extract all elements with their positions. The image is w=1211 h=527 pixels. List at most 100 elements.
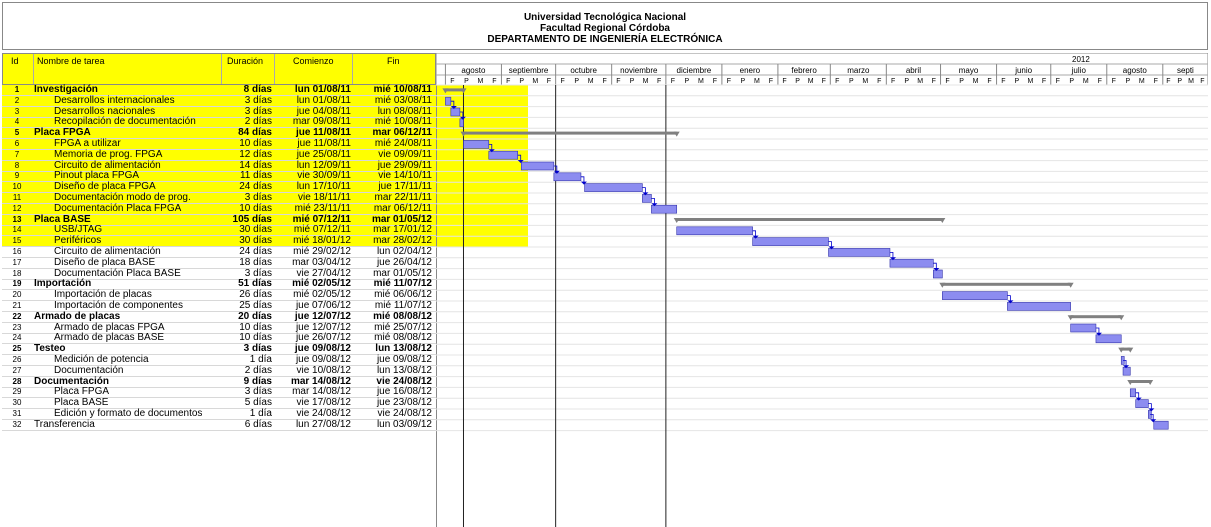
month-label: septi xyxy=(1177,66,1194,75)
task-row[interactable]: 15 Periféricos 30 días mié 18/01/12 mar 28/0… xyxy=(2,236,436,248)
summary-cap xyxy=(460,88,467,94)
task-name: Importación xyxy=(34,278,92,290)
task-finish: mié 10/08/11 xyxy=(374,116,432,128)
scale-letter: P xyxy=(1015,78,1020,85)
task-bar xyxy=(1007,302,1071,311)
scale-letter: F xyxy=(1098,78,1102,85)
month-label: agosto xyxy=(1123,66,1148,75)
department-title: DEPARTAMENTO DE INGENIERÍA ELECTRÓNICA xyxy=(487,34,723,45)
month-label: abril xyxy=(906,66,921,75)
task-row[interactable]: 30 Placa BASE 5 días vie 17/08/12 jue 23/08/… xyxy=(2,397,436,410)
task-row[interactable]: 32 Transferencia 6 días lun 27/08/12 lun 03/… xyxy=(2,419,436,431)
task-row[interactable]: 2 Desarrollos internacionales 3 días lun 01… xyxy=(2,94,436,107)
task-row[interactable]: 4 Recopilación de documentación 2 días mar … xyxy=(2,116,436,129)
task-row[interactable]: 18 Documentación Placa BASE 3 días vie 27/0… xyxy=(2,267,436,280)
task-row[interactable]: 19 Importación 51 días mié 02/05/12 mié 11/0… xyxy=(2,278,436,291)
month-label: junio xyxy=(1014,66,1032,75)
task-row[interactable]: 10 Diseño de placa FPGA 24 días lun 17/10/1… xyxy=(2,181,436,194)
task-id: 27 xyxy=(12,365,22,375)
summary-bar xyxy=(445,88,464,92)
task-start: jue 07/06/12 xyxy=(295,300,351,311)
task-row[interactable]: 26 Medición de potencia 1 día jue 09/08/12 j… xyxy=(2,355,436,366)
task-start: lun 17/10/11 xyxy=(296,181,351,193)
task-id: 17 xyxy=(12,257,22,267)
task-name: Circuito de alimentación xyxy=(54,246,161,257)
task-start: lun 12/09/11 xyxy=(296,159,351,171)
col-duration[interactable]: Duración xyxy=(227,56,264,66)
task-row[interactable]: 17 Diseño de placa BASE 18 días mar 03/04/1… xyxy=(2,257,436,269)
scale-letter: M xyxy=(917,78,923,85)
task-row[interactable]: 23 Armado de placas FPGA 10 días jue 12/07/… xyxy=(2,322,436,334)
dependency-arrow xyxy=(450,106,457,109)
task-bar xyxy=(676,226,753,236)
task-id: 13 xyxy=(12,214,22,224)
col-start[interactable]: Comienzo xyxy=(293,56,334,66)
task-id: 31 xyxy=(12,409,22,418)
task-id: 22 xyxy=(12,311,22,321)
task-start: lun 01/08/11 xyxy=(296,94,351,106)
task-row[interactable]: 27 Documentación 2 días vie 10/08/12 lun 13/… xyxy=(2,365,436,377)
col-finish[interactable]: Fin xyxy=(387,56,400,66)
summary-cap xyxy=(1118,347,1125,353)
task-row[interactable]: 16 Circuito de alimentación 24 días mié 29/… xyxy=(2,247,436,258)
dependency-arrow xyxy=(459,116,466,120)
task-row[interactable]: 11 Documentación modo de prog. 3 días vie 1… xyxy=(2,193,436,204)
task-row[interactable]: 22 Armado de placas 20 días jue 12/07/12 mié… xyxy=(2,310,436,323)
task-row[interactable]: 21 Importación de componentes 25 días jue 0… xyxy=(2,301,436,312)
task-row[interactable]: 13 Placa BASE 105 días mié 07/12/11 mar 01/0… xyxy=(2,214,436,226)
task-row[interactable]: 7 Memoria de prog. FPGA 12 días jue 25/08/1… xyxy=(2,148,436,161)
task-bar xyxy=(651,204,678,214)
task-start: jue 26/07/12 xyxy=(295,332,351,344)
month-label: octubre xyxy=(570,66,597,75)
task-bar xyxy=(933,269,943,279)
task-name: Placa FPGA xyxy=(54,386,110,398)
task-row[interactable]: 8 Circuito de alimentación 14 días lun 12/0… xyxy=(2,159,436,172)
task-finish: mié 11/07/12 xyxy=(373,278,432,290)
task-start: jue 04/08/11 xyxy=(296,105,351,117)
task-name: Memoria de prog. FPGA xyxy=(54,148,163,160)
col-id[interactable]: Id xyxy=(11,56,19,66)
col-name[interactable]: Nombre de tarea xyxy=(37,56,105,66)
task-row[interactable]: 3 Desarrollos nacionales 3 días jue 04/08/1… xyxy=(2,105,436,118)
task-row[interactable]: 5 Placa FPGA 84 días jue 11/08/11 mar 06/12/… xyxy=(2,128,436,140)
task-bar xyxy=(463,140,490,149)
scale-letter: F xyxy=(671,78,675,85)
task-row[interactable]: 1 Investigación 8 días lun 01/08/11 mié 10/0… xyxy=(2,85,436,96)
summary-bar xyxy=(942,282,1071,286)
task-finish: mié 08/08/12 xyxy=(373,310,432,322)
task-row[interactable]: 12 Documentación Placa FPGA 10 días mié 23/… xyxy=(2,202,436,215)
timescale-header xyxy=(436,53,1208,86)
task-duration: 10 días xyxy=(239,202,272,214)
task-row[interactable]: 14 USB/JTAG 30 días mié 07/12/11 mar 17/01/1… xyxy=(2,225,436,237)
task-id: 4 xyxy=(14,117,20,127)
task-row[interactable]: 29 Placa FPGA 3 días mar 14/08/12 jue 16/08/… xyxy=(2,386,436,399)
task-finish: mié 11/07/12 xyxy=(374,300,432,311)
task-bar xyxy=(889,258,934,268)
dependency-arrow xyxy=(752,235,759,239)
scale-letter: F xyxy=(945,78,949,85)
task-row[interactable]: 24 Armado de placas BASE 10 días jue 26/07/… xyxy=(2,332,436,345)
task-duration: 20 días xyxy=(238,310,272,322)
task-row[interactable]: 25 Testeo 3 días jue 09/08/12 lun 13/08/12 xyxy=(2,344,436,356)
scale-letter: F xyxy=(450,78,454,85)
scale-letter: F xyxy=(822,78,826,85)
task-id: 28 xyxy=(12,376,22,386)
task-row[interactable]: 9 Pinout placa FPGA 11 días vie 30/09/11 vie… xyxy=(2,171,436,183)
task-duration: 24 días xyxy=(239,246,272,257)
task-row[interactable]: 6 FPGA a utilizar 10 días jue 11/08/11 mié 2… xyxy=(2,139,436,150)
task-finish: jue 23/08/12 xyxy=(376,397,432,409)
month-label: mayo xyxy=(959,66,979,75)
task-row[interactable]: 20 Importación de placas 26 días mié 02/05/… xyxy=(2,290,436,302)
scale-letter: F xyxy=(932,78,936,85)
scale-letter: F xyxy=(657,78,661,85)
task-duration: 51 días xyxy=(238,278,272,290)
task-id: 15 xyxy=(12,236,22,246)
task-row[interactable]: 28 Documentación 9 días mar 14/08/12 vie 24/… xyxy=(2,376,436,388)
task-finish: mar 01/05/12 xyxy=(373,267,432,279)
summary-cap xyxy=(1127,347,1134,353)
task-id: 21 xyxy=(12,301,22,310)
month-label: marzo xyxy=(847,66,870,75)
task-row[interactable]: 31 Edición y formato de documentos 1 día vi… xyxy=(2,409,436,420)
summary-cap xyxy=(460,131,467,137)
task-duration: 24 días xyxy=(239,181,272,193)
